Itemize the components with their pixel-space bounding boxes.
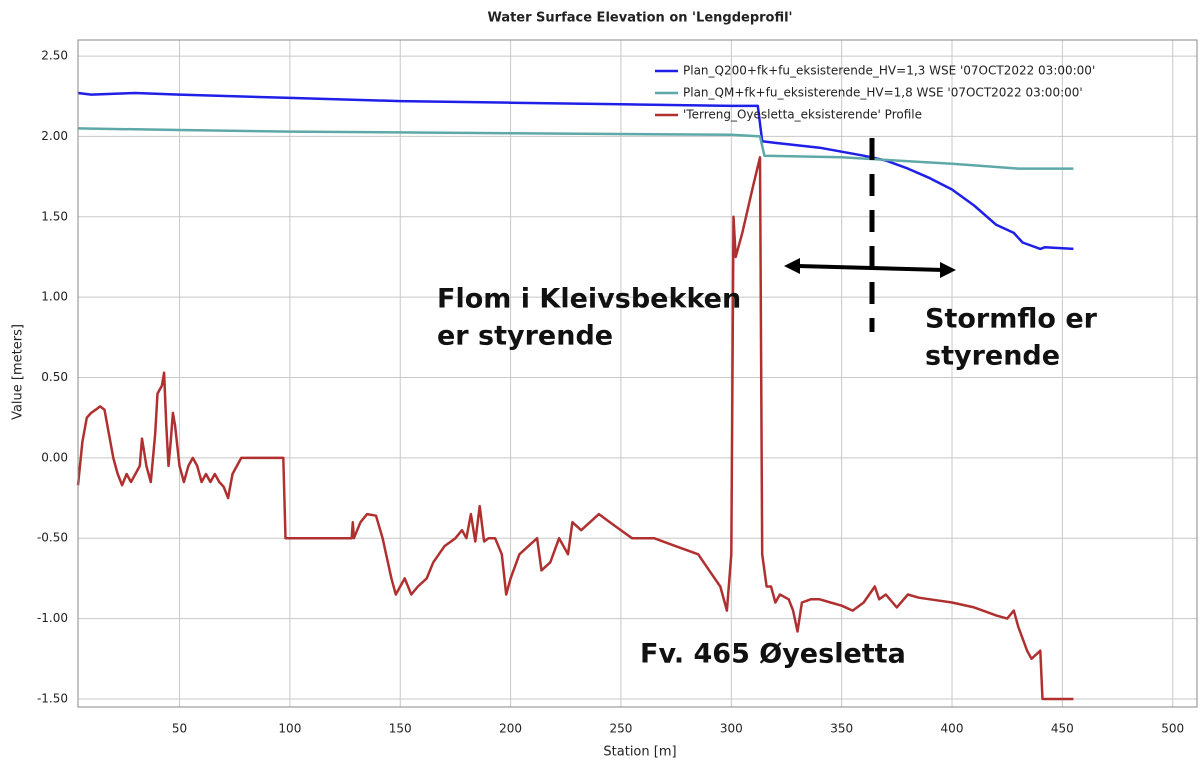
legend-label: Plan_Q200+fk+fu_eksisterende_HV=1,3 WSE … bbox=[683, 64, 1095, 78]
y-tick-label: 2.50 bbox=[41, 49, 68, 63]
x-tick-label: 100 bbox=[278, 722, 301, 736]
y-tick-label: -0.50 bbox=[37, 531, 68, 545]
arrow bbox=[797, 264, 945, 272]
y-tick-label: 1.00 bbox=[41, 290, 68, 304]
annotation: Stormflo er bbox=[925, 304, 1098, 335]
y-tick-label: 2.00 bbox=[41, 129, 68, 143]
x-tick-label: 150 bbox=[389, 722, 412, 736]
x-tick-label: 300 bbox=[720, 722, 743, 736]
legend-label: Plan_QM+fk+fu_eksisterende_HV=1,8 WSE '0… bbox=[683, 86, 1083, 100]
arrow-head bbox=[940, 262, 956, 278]
arrow-head bbox=[784, 258, 800, 274]
x-tick-label: 50 bbox=[172, 722, 187, 736]
legend-label: 'Terreng_Oyesletta_eksisterende' Profile bbox=[683, 108, 922, 122]
annotation: Fv. 465 Øyesletta bbox=[640, 639, 906, 670]
x-tick-label: 500 bbox=[1161, 722, 1184, 736]
y-tick-label: 0.00 bbox=[41, 450, 68, 464]
annotation: er styrende bbox=[437, 321, 613, 352]
y-tick-label: 0.50 bbox=[41, 370, 68, 384]
x-tick-label: 350 bbox=[830, 722, 853, 736]
series-line bbox=[77, 91, 1074, 251]
plot bbox=[76, 91, 1074, 701]
y-tick-label: -1.50 bbox=[37, 691, 68, 705]
x-tick-label: 250 bbox=[609, 722, 632, 736]
grid bbox=[78, 40, 1197, 707]
y-tick-label: -1.00 bbox=[37, 611, 68, 625]
annotation: styrende bbox=[925, 341, 1060, 372]
x-tick-label: 450 bbox=[1051, 722, 1074, 736]
x-axis-label: Station [m] bbox=[603, 745, 676, 760]
annotation: Flom i Kleivsbekken bbox=[437, 284, 741, 315]
series-line bbox=[76, 156, 1074, 701]
x-tick-label: 200 bbox=[499, 722, 522, 736]
x-tick-label: 400 bbox=[941, 722, 964, 736]
chart-title: Water Surface Elevation on 'Lengdeprofil… bbox=[487, 11, 792, 26]
y-axis-label: Value [meters] bbox=[11, 324, 26, 420]
series-line bbox=[77, 127, 1074, 170]
plot-frame bbox=[77, 39, 1198, 708]
y-tick-label: 1.50 bbox=[41, 209, 68, 223]
